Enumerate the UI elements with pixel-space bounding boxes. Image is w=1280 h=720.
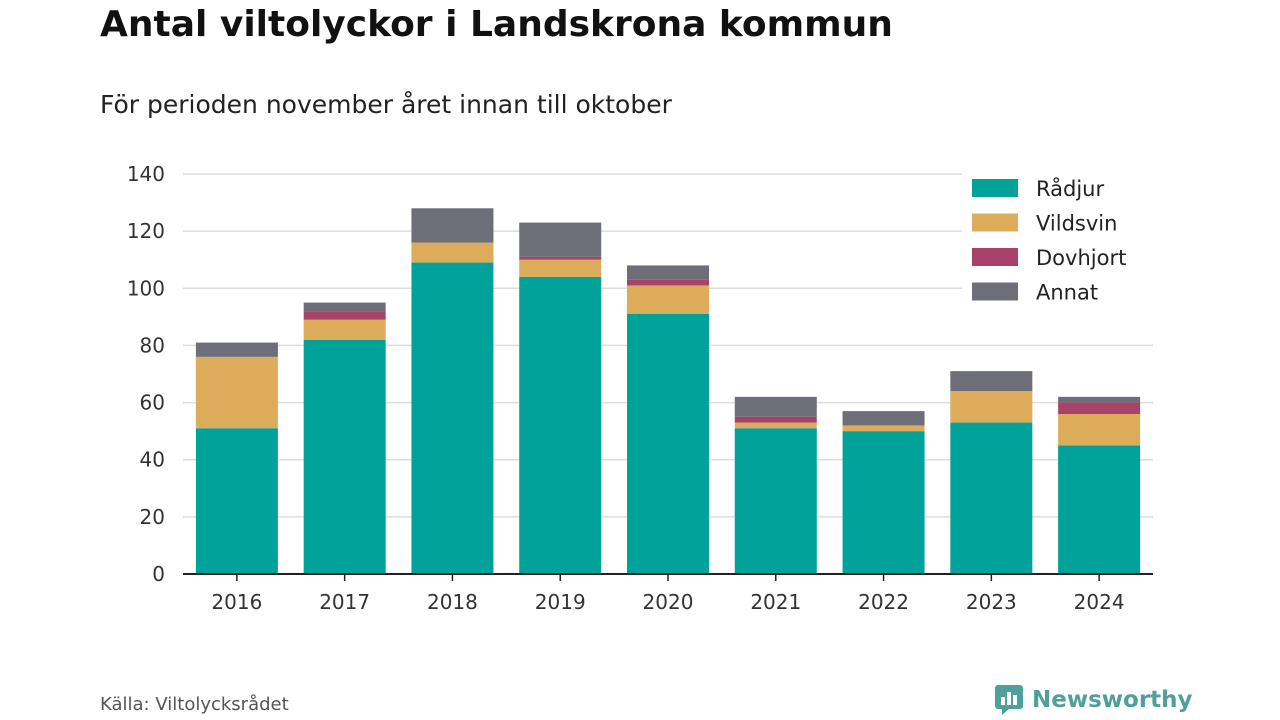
bar-segment-2021-1 [734, 428, 817, 574]
x-tick-label: 2018 [427, 590, 478, 614]
source-note: Källa: Viltolycksrådet [100, 694, 289, 715]
bar-segment-2021-2 [734, 422, 817, 429]
bar-segment-2020-4 [627, 265, 709, 280]
x-tick-label: 2023 [966, 590, 1017, 614]
bar-segment-2020-1 [627, 314, 709, 574]
bar-segment-2016-2 [195, 356, 278, 429]
x-tick-label: 2024 [1074, 590, 1125, 614]
x-tick-label: 2017 [319, 590, 370, 614]
bar-segment-2017-3 [303, 311, 386, 320]
bar-segment-2017-2 [303, 319, 386, 340]
legend-swatch [972, 213, 1018, 232]
y-tick-label: 60 [140, 391, 165, 415]
y-tick-label: 40 [140, 448, 165, 472]
x-tick-label: 2020 [643, 590, 694, 614]
y-axis-ticks: 0 20 40 60 80 100 120 140 [127, 162, 165, 586]
bar-segment-2024-3 [1058, 402, 1141, 414]
bar-segment-2017-1 [303, 339, 386, 574]
brand-logo: Newsworthy [994, 684, 1193, 716]
bar-segment-2024-1 [1058, 445, 1141, 574]
chart-title: Antal viltolyckor i Landskrona kommun [100, 4, 893, 45]
bar-segment-2022-1 [842, 431, 925, 574]
legend-label: Dovhjort [1036, 246, 1126, 270]
bar-segment-2024-2 [1058, 414, 1141, 446]
x-axis [183, 573, 1153, 581]
legend-label: Annat [1036, 281, 1098, 305]
y-tick-label: 80 [140, 333, 165, 357]
bar-segment-2021-3 [734, 416, 817, 423]
x-axis-ticks: 2016 2017 2018 2019 2020 2021 2022 2023 2024 [211, 590, 1124, 614]
bar-segment-2024-4 [1058, 396, 1141, 403]
x-tick-label: 2016 [211, 590, 262, 614]
y-tick-label: 0 [152, 562, 165, 586]
legend-swatch [972, 248, 1018, 266]
bar-segment-2023-2 [950, 391, 1033, 423]
bar-segment-2018-2 [411, 242, 494, 263]
y-tick-label: 140 [127, 162, 165, 186]
bar-segment-2020-2 [627, 285, 709, 314]
legend-label: Rådjur [1036, 176, 1104, 201]
chart-subtitle: För perioden november året innan till ok… [100, 90, 672, 119]
bar-segment-2023-1 [950, 422, 1033, 574]
bar-segment-2016-4 [195, 342, 278, 357]
bar-segment-2020-3 [627, 279, 709, 286]
brand-name: Newsworthy [1032, 687, 1193, 713]
bar-segment-2019-4 [519, 222, 602, 257]
bar-segment-2019-1 [519, 276, 602, 574]
legend-swatch [972, 282, 1018, 301]
bar-segment-2019-2 [519, 259, 602, 277]
bar-segment-2018-4 [411, 208, 494, 243]
y-tick-label: 120 [127, 219, 165, 243]
bar-segment-2023-4 [950, 371, 1033, 392]
bar-segment-2018-1 [411, 262, 494, 574]
y-tick-label: 100 [127, 276, 165, 300]
x-tick-label: 2021 [750, 590, 801, 614]
bars [195, 208, 1141, 574]
bar-segment-2022-4 [842, 411, 925, 426]
y-tick-label: 20 [140, 505, 165, 529]
newsworthy-logo-icon [995, 685, 1023, 715]
bar-segment-2017-4 [303, 302, 386, 312]
legend: Rådjur Vildsvin Dovhjort Annat [962, 170, 1154, 308]
bar-segment-2016-1 [195, 428, 278, 574]
bar-segment-2022-2 [842, 425, 925, 432]
bar-segment-2019-3 [519, 256, 602, 260]
bar-segment-2021-4 [734, 396, 817, 417]
legend-swatch [972, 179, 1018, 197]
legend-label: Vildsvin [1036, 212, 1117, 236]
x-tick-label: 2022 [858, 590, 909, 614]
x-tick-label: 2019 [535, 590, 586, 614]
